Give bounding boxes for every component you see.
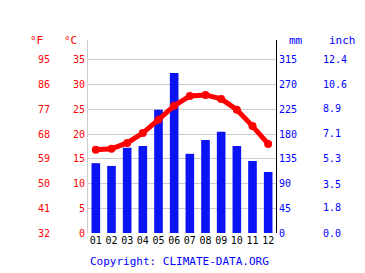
svg-text:mm: mm (289, 34, 303, 47)
svg-text:180: 180 (279, 129, 297, 140)
svg-text:86: 86 (38, 79, 50, 90)
svg-text:°F: °F (30, 34, 43, 47)
svg-text:32: 32 (38, 228, 50, 239)
svg-text:10: 10 (73, 178, 85, 189)
svg-text:5: 5 (79, 203, 85, 214)
svg-text:25: 25 (73, 104, 85, 115)
svg-text:0: 0 (279, 228, 285, 239)
svg-text:30: 30 (73, 79, 85, 90)
svg-text:5.3: 5.3 (323, 153, 341, 164)
svg-text:Copyright: CLIMATE-DATA.ORG: Copyright: CLIMATE-DATA.ORG (90, 255, 269, 268)
svg-text:8.9: 8.9 (323, 103, 341, 114)
svg-text:90: 90 (279, 178, 291, 189)
svg-text:10.6: 10.6 (323, 79, 347, 90)
svg-text:15: 15 (73, 153, 85, 164)
svg-text:06: 06 (168, 235, 180, 246)
svg-text:05: 05 (152, 235, 164, 246)
svg-text:7.1: 7.1 (323, 128, 341, 139)
svg-text:03: 03 (121, 235, 133, 246)
svg-text:0: 0 (79, 228, 85, 239)
svg-text:135: 135 (279, 153, 297, 164)
svg-text:45: 45 (279, 203, 291, 214)
svg-text:20: 20 (73, 129, 85, 140)
svg-text:1.8: 1.8 (323, 202, 341, 213)
svg-text:35: 35 (73, 54, 85, 65)
svg-text:41: 41 (38, 203, 50, 214)
svg-text:59: 59 (38, 153, 50, 164)
svg-text:315: 315 (279, 54, 297, 65)
svg-text:07: 07 (184, 235, 196, 246)
svg-text:12: 12 (262, 235, 274, 246)
svg-text:225: 225 (279, 104, 297, 115)
svg-text:0.0: 0.0 (323, 228, 341, 239)
svg-text:02: 02 (105, 235, 117, 246)
svg-text:01: 01 (90, 235, 102, 246)
svg-text:12.4: 12.4 (323, 54, 347, 65)
svg-text:50: 50 (38, 178, 50, 189)
svg-text:11: 11 (246, 235, 258, 246)
svg-text:68: 68 (38, 129, 50, 140)
svg-text:°C: °C (64, 34, 77, 47)
svg-text:3.5: 3.5 (323, 179, 341, 190)
svg-text:09: 09 (215, 235, 227, 246)
svg-text:77: 77 (38, 104, 50, 115)
svg-text:95: 95 (38, 54, 50, 65)
svg-text:08: 08 (199, 235, 211, 246)
svg-text:inch: inch (329, 34, 356, 47)
svg-text:10: 10 (231, 235, 243, 246)
svg-text:04: 04 (137, 235, 149, 246)
svg-text:270: 270 (279, 79, 297, 90)
